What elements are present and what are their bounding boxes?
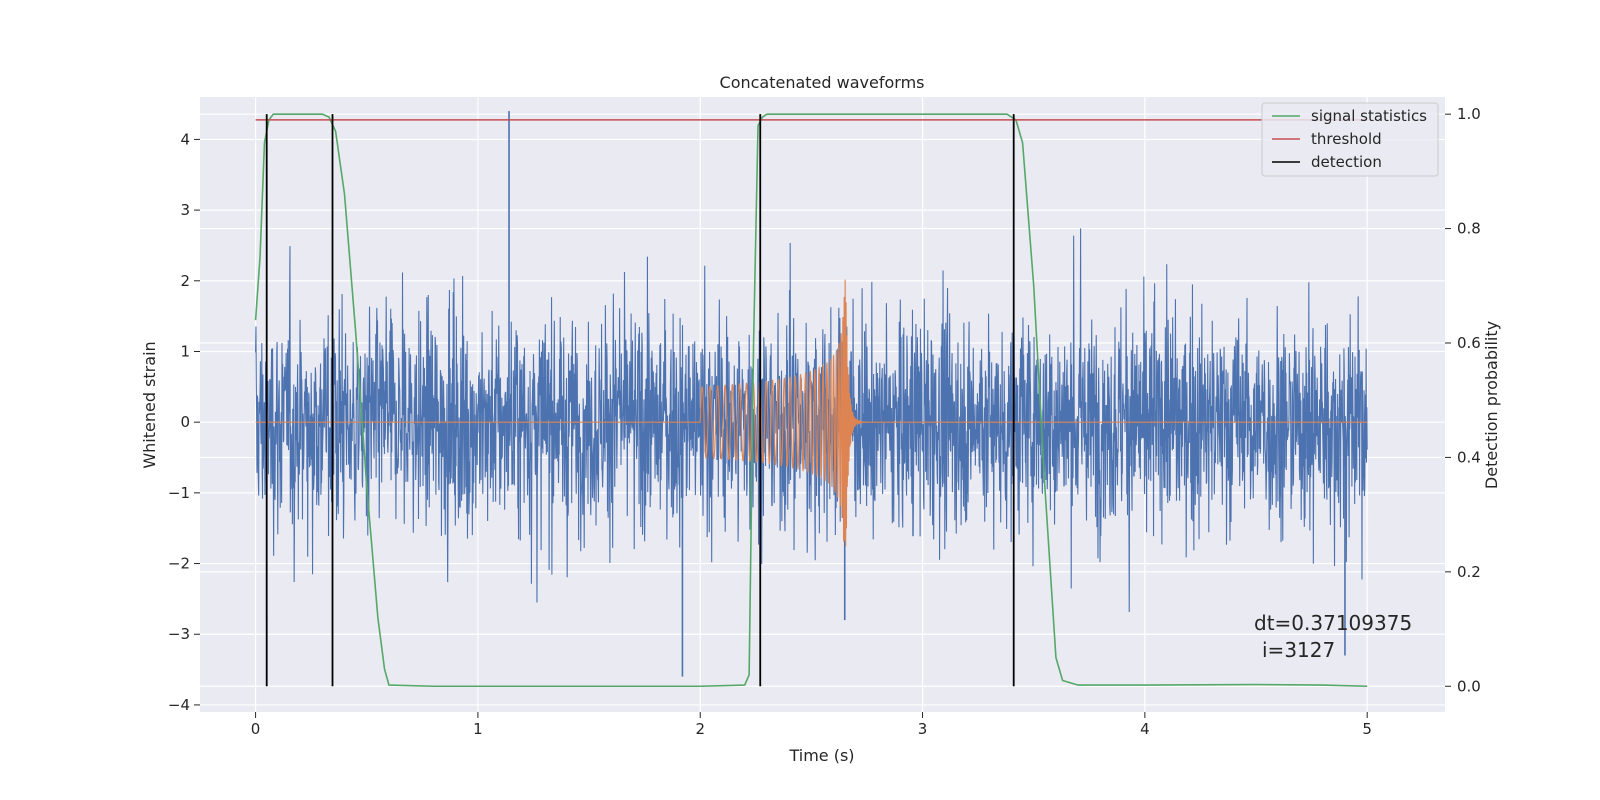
- legend-box: [1261, 102, 1439, 177]
- x-tick-label: 0: [251, 720, 261, 738]
- legend-label-signal-statistics: signal statistics: [1311, 107, 1427, 125]
- x-axis-label: Time (s): [788, 746, 854, 765]
- y-axis-right: 1.0 0.8 0.6 0.4 0.2 0.0: [1445, 105, 1481, 695]
- series-strain: [255, 228, 1368, 613]
- x-tick-label: 5: [1362, 720, 1372, 738]
- x-tick-label: 4: [1140, 720, 1150, 738]
- annotation-i: i=3127: [1262, 638, 1335, 662]
- y-tick-label: 3: [180, 201, 190, 219]
- legend-label-detection: detection: [1311, 153, 1382, 171]
- y-tick-label: 1: [180, 342, 190, 360]
- y-tick-label: −1: [168, 484, 190, 502]
- chart-title: Concatenated waveforms: [720, 73, 925, 92]
- y-tick-label: −4: [168, 696, 190, 714]
- x-tick-label: 2: [695, 720, 705, 738]
- y-axis-right-label: Detection probability: [1482, 321, 1501, 489]
- y-axis-label: Whitened strain: [140, 341, 159, 468]
- y-tick-label: 0: [180, 413, 190, 431]
- x-axis: 0 1 2 3 4 5: [251, 712, 1372, 738]
- annotation-dt: dt=0.37109375: [1254, 611, 1412, 635]
- y-right-tick-label: 0.6: [1457, 334, 1481, 352]
- series-waveform: [255, 279, 1368, 547]
- y-tick-label: 4: [180, 130, 190, 148]
- y-right-tick-label: 1.0: [1457, 105, 1481, 123]
- y-right-tick-label: 0.0: [1457, 677, 1481, 695]
- legend: signal statistics threshold detection: [1261, 102, 1439, 177]
- y-axis-left: 4 3 2 1 0 −1 −2 −3 −4: [168, 130, 200, 714]
- annotation: dt=0.37109375 i=3127: [1254, 611, 1412, 662]
- y-tick-label: −2: [168, 555, 190, 573]
- y-tick-label: −3: [168, 625, 190, 643]
- y-tick-label: 2: [180, 272, 190, 290]
- y-right-tick-label: 0.8: [1457, 220, 1481, 238]
- y-right-tick-label: 0.2: [1457, 563, 1481, 581]
- legend-label-threshold: threshold: [1311, 130, 1382, 148]
- x-tick-label: 1: [473, 720, 483, 738]
- y-right-tick-label: 0.4: [1457, 448, 1481, 466]
- series-signal-statistics: [254, 113, 1368, 688]
- plot-area: [254, 111, 1368, 688]
- x-tick-label: 3: [918, 720, 928, 738]
